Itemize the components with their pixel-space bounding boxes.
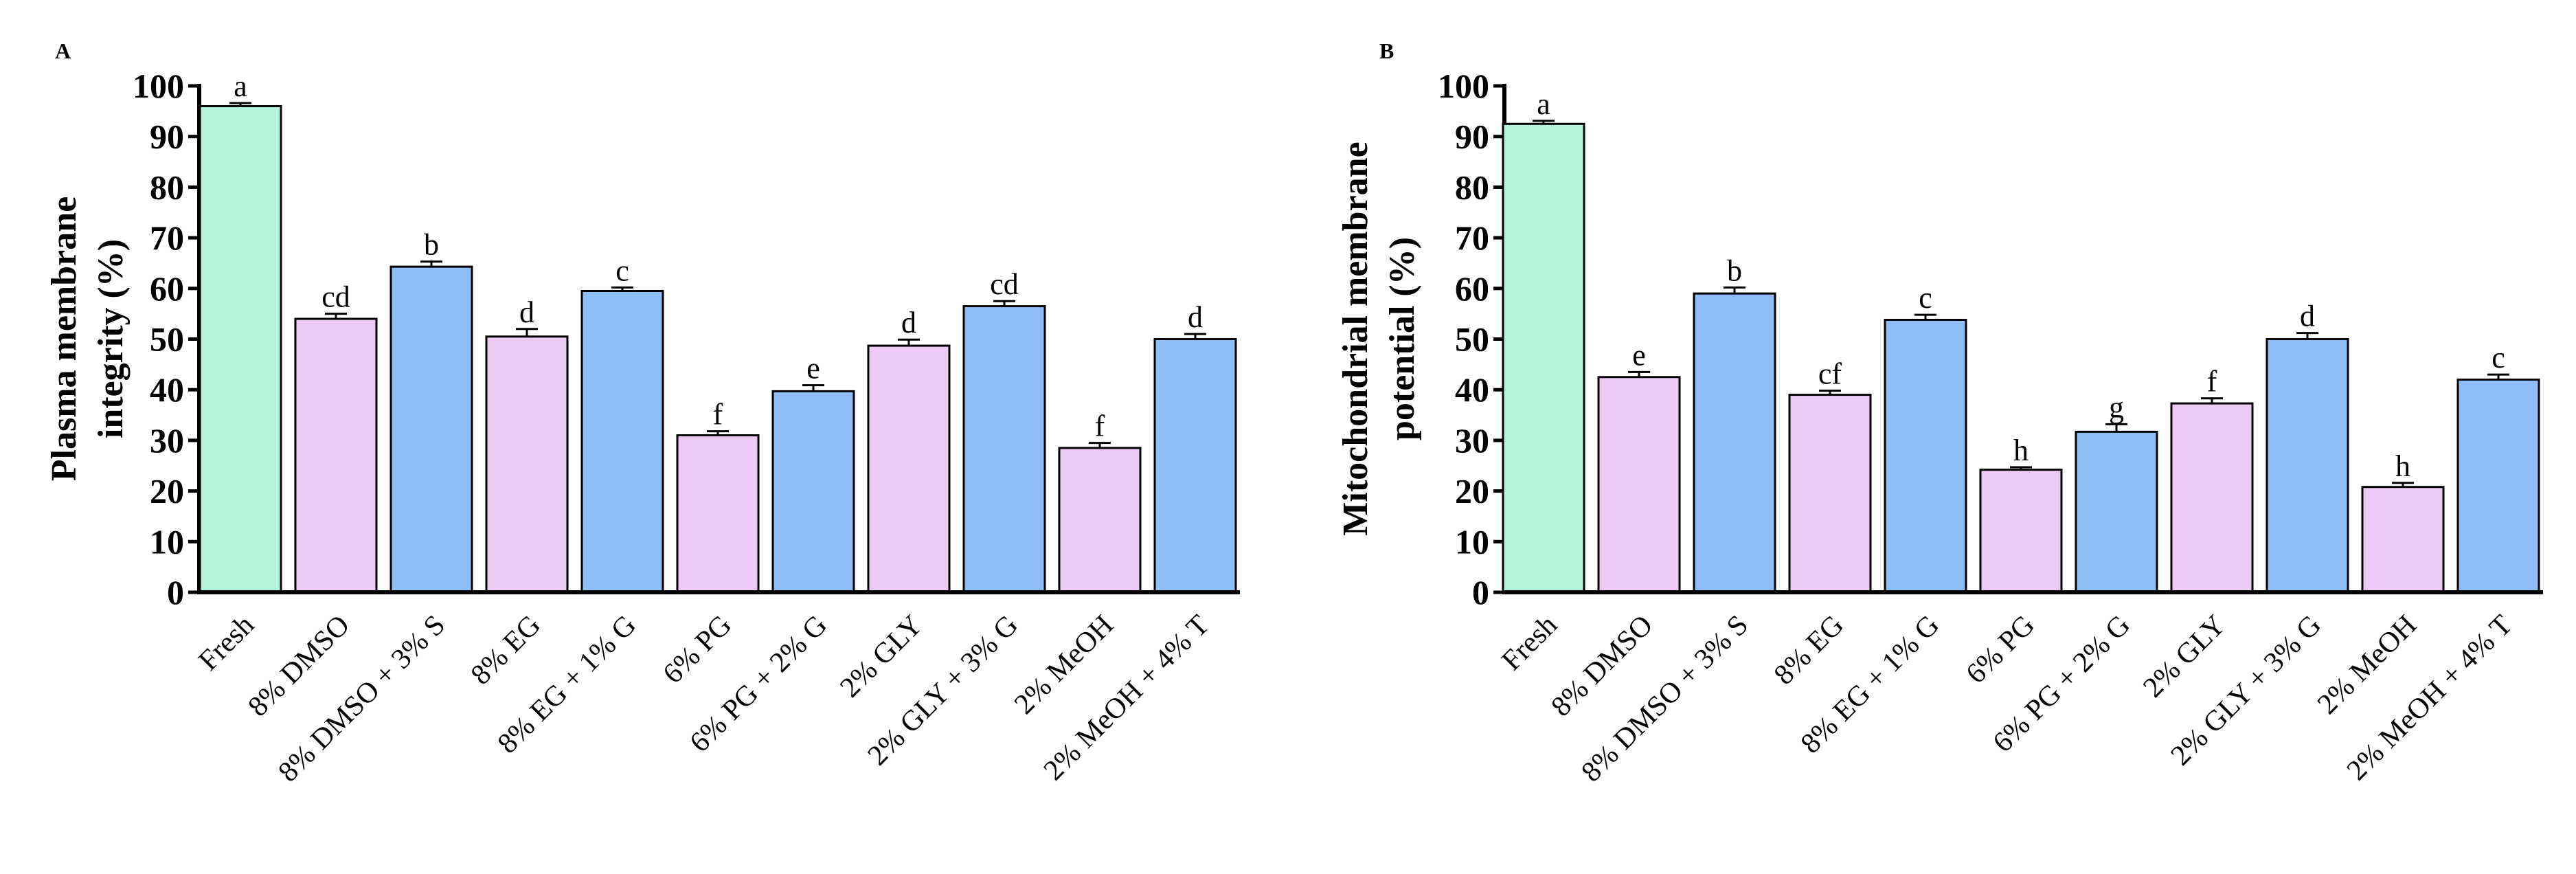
bar-a-9 xyxy=(1058,447,1142,594)
x-tick-label-a-2: 8% DMSO + 3% S xyxy=(273,609,451,788)
y-tick-label-a-60: 60 xyxy=(150,269,184,308)
bar-b-10 xyxy=(2456,378,2540,594)
significance-letter-b-3: cf xyxy=(1818,357,1842,391)
chart-a-svg: A Plasma membrane integrity (%) 0 10 20 30 40 50… xyxy=(45,38,1240,788)
y-tick-label-b-10: 10 xyxy=(1455,522,1489,561)
significance-letter-a-1: cd xyxy=(321,280,350,314)
bar-b-1 xyxy=(1597,376,1681,594)
significance-letter-b-6: g xyxy=(2109,390,2124,424)
significance-letter-b-9: h xyxy=(2395,449,2410,483)
bar-b-2 xyxy=(1693,292,1776,594)
bar-a-4 xyxy=(580,289,664,594)
significance-letter-a-9: f xyxy=(1095,410,1105,443)
x-tick-label-b-2: 8% DMSO + 3% S xyxy=(1576,609,1754,788)
x-tick-label-b-3: 8% EG xyxy=(1768,609,1850,691)
significance-letter-a-0: a xyxy=(234,69,247,103)
significance-letter-b-7: f xyxy=(2207,365,2217,399)
bar-a-7 xyxy=(867,344,951,594)
significance-letter-b-5: h xyxy=(2013,434,2029,467)
y-axis-label-b-line-1: Mitochondrial membrane xyxy=(1336,142,1375,535)
significance-letter-b-4: c xyxy=(1919,281,1932,315)
bar-b-5 xyxy=(1979,469,2063,594)
x-tick-label-a-10: 2% MeOH + 4% T xyxy=(1038,609,1215,787)
y-axis-label-a-line-1: Plasma membrane xyxy=(45,197,84,481)
y-tick-label-a-80: 80 xyxy=(150,168,184,206)
significance-letter-b-1: e xyxy=(1632,338,1646,372)
y-tick-label-b-70: 70 xyxy=(1455,218,1489,257)
bar-a-0 xyxy=(199,104,282,594)
y-tick-label-b-50: 50 xyxy=(1455,320,1489,359)
y-tick-label-a-0: 0 xyxy=(167,573,184,612)
y-tick-label-b-30: 30 xyxy=(1455,421,1489,460)
x-tick-label-a-3: 8% EG xyxy=(465,609,547,691)
significance-letter-b-2: b xyxy=(1727,254,1742,287)
y-axis-label-b-line-2: potential (%) xyxy=(1383,237,1422,440)
bar-b-4 xyxy=(1884,318,1967,594)
significance-letter-a-8: cd xyxy=(990,267,1019,301)
bar-a-3 xyxy=(485,335,569,594)
x-tick-label-b-7: 2% GLY xyxy=(2137,609,2232,704)
bar-a-8 xyxy=(962,305,1046,594)
bar-b-3 xyxy=(1788,394,1872,594)
bar-a-6 xyxy=(771,390,855,594)
significance-letter-a-5: f xyxy=(713,398,723,432)
x-tick-label-b-10: 2% MeOH + 4% T xyxy=(2341,609,2518,787)
y-tick-label-b-80: 80 xyxy=(1455,168,1489,206)
panel-label-b: B xyxy=(1379,38,1394,63)
significance-letter-a-6: e xyxy=(806,352,820,385)
significance-letter-a-2: b xyxy=(424,228,439,262)
panel-label-a: A xyxy=(55,38,71,63)
y-tick-label-b-0: 0 xyxy=(1472,573,1489,612)
y-tick-label-b-40: 40 xyxy=(1455,370,1489,409)
significance-letter-b-8: d xyxy=(2300,300,2315,333)
significance-letter-a-10: d xyxy=(1188,300,1203,334)
significance-letter-b-10: c xyxy=(2492,341,2505,374)
y-tick-label-a-30: 30 xyxy=(150,421,184,460)
y-tick-label-a-40: 40 xyxy=(150,370,184,409)
bar-a-1 xyxy=(294,317,378,594)
y-tick-label-a-20: 20 xyxy=(150,472,184,511)
significance-letter-a-7: d xyxy=(901,306,916,339)
y-tick-label-b-100: 100 xyxy=(1438,67,1489,105)
chart-panel-b: B Mitochondrial membrane potential (%) 0 10 2… xyxy=(1288,0,2576,874)
y-tick-label-a-50: 50 xyxy=(150,320,184,359)
y-tick-label-a-10: 10 xyxy=(150,522,184,561)
x-tick-label-a-7: 2% GLY xyxy=(834,609,929,704)
bar-b-7 xyxy=(2170,402,2254,594)
y-tick-label-a-90: 90 xyxy=(150,117,184,156)
y-tick-label-a-100: 100 xyxy=(133,67,184,105)
chart-panel-a: A Plasma membrane integrity (%) 0 10 20 30 40 50… xyxy=(45,38,1240,788)
bar-a-2 xyxy=(389,265,473,594)
significance-letter-a-3: d xyxy=(519,295,534,329)
significance-letter-a-4: c xyxy=(615,254,629,287)
y-axis-label-a-line-2: integrity (%) xyxy=(91,239,131,438)
y-tick-label-a-70: 70 xyxy=(150,218,184,257)
y-tick-label-b-60: 60 xyxy=(1455,269,1489,308)
bar-b-9 xyxy=(2361,486,2445,594)
x-tick-label-a-0: Fresh xyxy=(193,609,261,677)
bar-b-8 xyxy=(2266,338,2349,594)
chart-b-svg: B Mitochondrial membrane potential (%) 0 10 2… xyxy=(1336,38,2543,788)
significance-letter-b-0: a xyxy=(1537,87,1550,121)
y-tick-label-b-90: 90 xyxy=(1455,117,1489,156)
x-tick-label-b-0: Fresh xyxy=(1496,609,1564,677)
bar-a-5 xyxy=(676,434,760,594)
bar-a-10 xyxy=(1153,338,1237,594)
y-tick-label-b-20: 20 xyxy=(1455,472,1489,511)
bar-b-6 xyxy=(2075,430,2158,594)
bar-b-0 xyxy=(1502,122,1585,594)
x-tick-label-a-5: 6% PG xyxy=(657,609,738,691)
x-tick-label-b-5: 6% PG xyxy=(1961,609,2042,691)
